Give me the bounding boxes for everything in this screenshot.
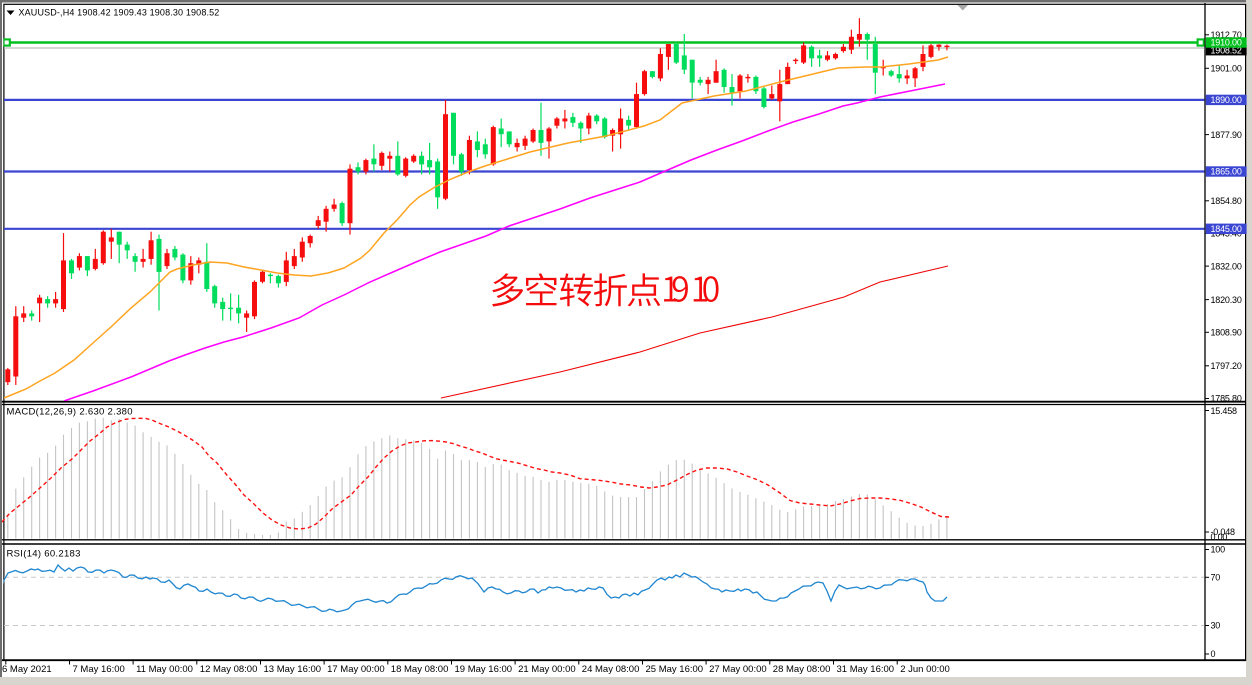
svg-text:27 May 00:00: 27 May 00:00 [709,664,767,675]
svg-text:-0.048: -0.048 [1211,527,1236,537]
svg-text:25 May 16:00: 25 May 16:00 [646,664,704,675]
svg-text:0.00: 0.00 [1211,532,1228,542]
svg-text:XAUUSD-,H4 1908.42 1909.43 19: XAUUSD-,H4 1908.42 1909.43 1908.30 1908.… [19,8,220,18]
svg-text:1890.00: 1890.00 [1211,95,1242,105]
svg-text:12 May 08:00: 12 May 08:00 [200,664,258,675]
svg-text:100: 100 [1211,545,1226,555]
svg-text:13 May 16:00: 13 May 16:00 [264,664,322,675]
svg-text:17 May 00:00: 17 May 00:00 [327,664,385,675]
svg-text:1845.00: 1845.00 [1211,224,1242,234]
svg-text:21 May 00:00: 21 May 00:00 [518,664,576,675]
svg-text:31 May 16:00: 31 May 16:00 [837,664,895,675]
svg-text:30: 30 [1211,621,1221,631]
svg-text:1877.90: 1877.90 [1211,130,1242,140]
svg-text:7 May 16:00: 7 May 16:00 [73,664,125,675]
svg-text:1854.80: 1854.80 [1211,196,1242,206]
svg-text:2 Jun 00:00: 2 Jun 00:00 [900,664,950,675]
svg-text:6 May 2021: 6 May 2021 [2,664,52,675]
svg-text:1912.70: 1912.70 [1211,30,1242,40]
svg-text:24 May 08:00: 24 May 08:00 [582,664,640,675]
svg-text:MACD(12,26,9) 2.630 2.380: MACD(12,26,9) 2.630 2.380 [7,407,133,418]
svg-text:RSI(14) 60.2183: RSI(14) 60.2183 [7,549,81,560]
svg-text:18 May 08:00: 18 May 08:00 [391,664,449,675]
svg-text:1910.00: 1910.00 [1211,38,1242,48]
svg-text:1808.90: 1808.90 [1211,328,1242,338]
svg-text:1797.20: 1797.20 [1211,361,1242,371]
svg-text:1901.00: 1901.00 [1211,64,1242,74]
svg-text:1785.80: 1785.80 [1211,394,1242,404]
svg-text:19 May 16:00: 19 May 16:00 [455,664,513,675]
svg-text:11 May 00:00: 11 May 00:00 [136,664,193,675]
svg-text:70: 70 [1211,573,1221,583]
svg-text:15.458: 15.458 [1211,406,1238,416]
svg-text:1908.52: 1908.52 [1211,45,1242,55]
svg-text:28 May 08:00: 28 May 08:00 [773,664,831,675]
svg-text:1832.00: 1832.00 [1211,261,1242,271]
svg-text:0: 0 [1211,649,1216,659]
svg-text:1820.30: 1820.30 [1211,295,1242,305]
svg-text:1865.00: 1865.00 [1211,167,1242,177]
